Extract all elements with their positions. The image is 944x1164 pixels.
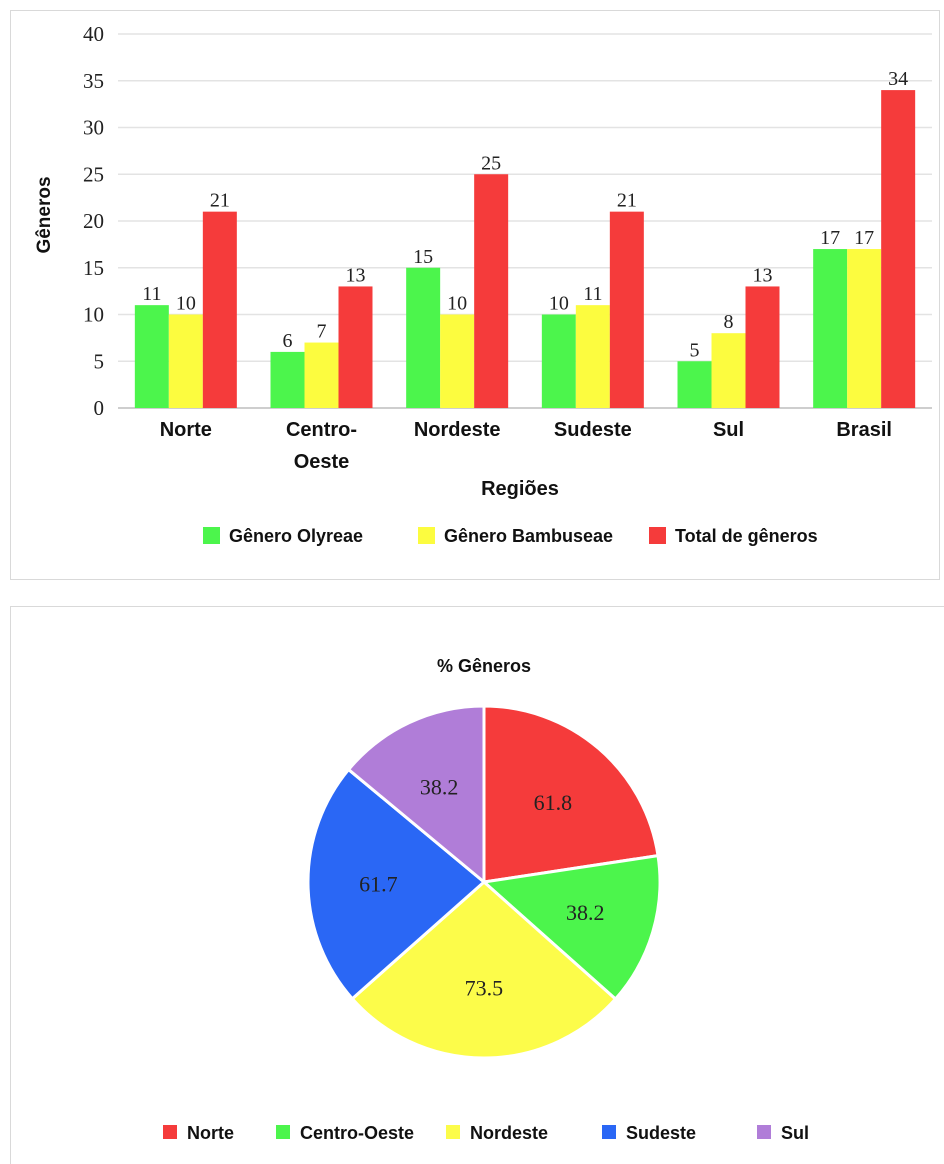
bar-value-label: 21 xyxy=(210,190,230,212)
x-tick-label: Centro- Oeste xyxy=(286,419,357,473)
x-tick-label-line: Brasil xyxy=(836,419,892,441)
x-tick-label: Sudeste xyxy=(554,419,632,441)
bar xyxy=(575,305,610,408)
y-tick-label: 15 xyxy=(83,256,104,280)
y-tick-label: 30 xyxy=(83,116,104,140)
x-tick-label-line: Sudeste xyxy=(554,419,632,441)
bar-value-label: 11 xyxy=(142,283,161,305)
pie-slice xyxy=(482,704,660,884)
bar xyxy=(813,249,848,408)
bar-value-label: 6 xyxy=(283,330,293,352)
pie-value-label: 73.5 xyxy=(465,976,504,1001)
legend-label: Nordeste xyxy=(470,1123,548,1143)
pie-value-label: 38.2 xyxy=(566,900,605,925)
bar-value-label: 5 xyxy=(690,339,700,361)
y-tick-label: 25 xyxy=(83,162,104,186)
bar xyxy=(881,90,916,408)
pie-slice xyxy=(350,879,618,1060)
bar xyxy=(541,314,576,408)
y-tick-label: 5 xyxy=(94,349,105,373)
bar xyxy=(440,314,475,408)
legend-swatch xyxy=(418,527,435,544)
bar xyxy=(847,249,882,408)
legend-swatch xyxy=(602,1125,616,1139)
y-axis-title: Gêneros xyxy=(34,176,55,253)
legend-label: Norte xyxy=(187,1123,234,1143)
bar xyxy=(474,174,509,408)
pie-slice xyxy=(306,767,487,1001)
legend-label: Centro-Oeste xyxy=(300,1123,414,1143)
y-tick-label: 20 xyxy=(83,209,104,233)
y-tick-label: 0 xyxy=(94,396,105,420)
pie-value-label: 38.2 xyxy=(420,774,459,799)
bar-value-label: 10 xyxy=(447,293,467,315)
bar-legend: Gênero Olyreae Gênero Bambuseae Total de g… xyxy=(203,526,818,546)
bar xyxy=(270,351,305,408)
bar-value-label: 13 xyxy=(753,264,773,286)
bar xyxy=(134,305,169,408)
pie-title: % Gêneros xyxy=(437,656,531,676)
bar-value-label: 25 xyxy=(481,152,501,174)
pie-legend: Norte Centro-Oeste Nordeste Sudeste Sul xyxy=(163,1123,809,1143)
bar-y-ticks: 0 5 10 15 20 25 30 35 40 xyxy=(83,22,104,420)
bar-grid xyxy=(118,33,932,409)
bar-value-label: 13 xyxy=(346,264,366,286)
bar-value-label: 17 xyxy=(820,227,840,249)
bar xyxy=(406,267,441,408)
bar-data-labels: 11 10 21 6 7 13 15 10 25 10 11 21 5 8 13 17 17 34 xyxy=(142,68,908,361)
pie-value-label: 61.7 xyxy=(359,872,398,897)
bar xyxy=(338,286,373,408)
bar xyxy=(745,286,780,408)
x-axis-title: Regiões xyxy=(481,478,559,500)
legend-label: Gênero Bambuseae xyxy=(444,526,613,546)
bar-value-label: 15 xyxy=(413,246,433,268)
y-tick-label: 35 xyxy=(83,69,104,93)
x-tick-label-line: Centro- xyxy=(286,419,357,441)
bar xyxy=(677,361,712,408)
y-tick-label: 40 xyxy=(83,22,104,46)
pie-slice xyxy=(346,704,486,886)
legend-swatch xyxy=(203,527,220,544)
pie-slices xyxy=(306,704,662,1060)
x-tick-label: Sul xyxy=(713,419,744,441)
legend-swatch xyxy=(276,1125,290,1139)
legend-label: Total de gêneros xyxy=(675,526,818,546)
pie-slice xyxy=(480,853,662,1002)
x-tick-label-line: Norte xyxy=(160,419,212,441)
legend-swatch xyxy=(649,527,666,544)
bar-value-label: 21 xyxy=(617,190,637,212)
bar-x-ticks: Norte Centro- Oeste Nordeste Sudeste Sul Brasi… xyxy=(160,419,892,473)
legend-label: Gênero Olyreae xyxy=(229,526,363,546)
bar-value-label: 11 xyxy=(583,283,602,305)
legend-swatch xyxy=(163,1125,177,1139)
bar-value-label: 10 xyxy=(549,293,569,315)
bar-value-label: 10 xyxy=(176,293,196,315)
x-tick-label: Norte xyxy=(160,419,212,441)
x-tick-label-line: Nordeste xyxy=(414,419,501,441)
legend-label: Sudeste xyxy=(626,1123,696,1143)
bar xyxy=(168,314,203,408)
pie-data-labels: 61.8 38.2 73.5 61.7 38.2 xyxy=(359,774,604,1000)
bar-bars xyxy=(134,90,916,408)
bar-value-label: 8 xyxy=(724,311,734,333)
bar xyxy=(609,211,644,408)
bar xyxy=(202,211,237,408)
legend-swatch xyxy=(757,1125,771,1139)
x-tick-label: Nordeste xyxy=(414,419,501,441)
y-tick-label: 10 xyxy=(83,303,104,327)
pie-value-label: 61.8 xyxy=(534,790,573,815)
bar-value-label: 34 xyxy=(888,68,908,90)
bar-value-label: 17 xyxy=(854,227,874,249)
bar-value-label: 7 xyxy=(317,321,327,343)
bar xyxy=(711,333,746,408)
bar xyxy=(304,342,339,408)
legend-swatch xyxy=(446,1125,460,1139)
legend-label: Sul xyxy=(781,1123,809,1143)
x-tick-label-line: Oeste xyxy=(294,451,350,473)
x-tick-label-line: Sul xyxy=(713,419,744,441)
x-tick-label: Brasil xyxy=(836,419,892,441)
